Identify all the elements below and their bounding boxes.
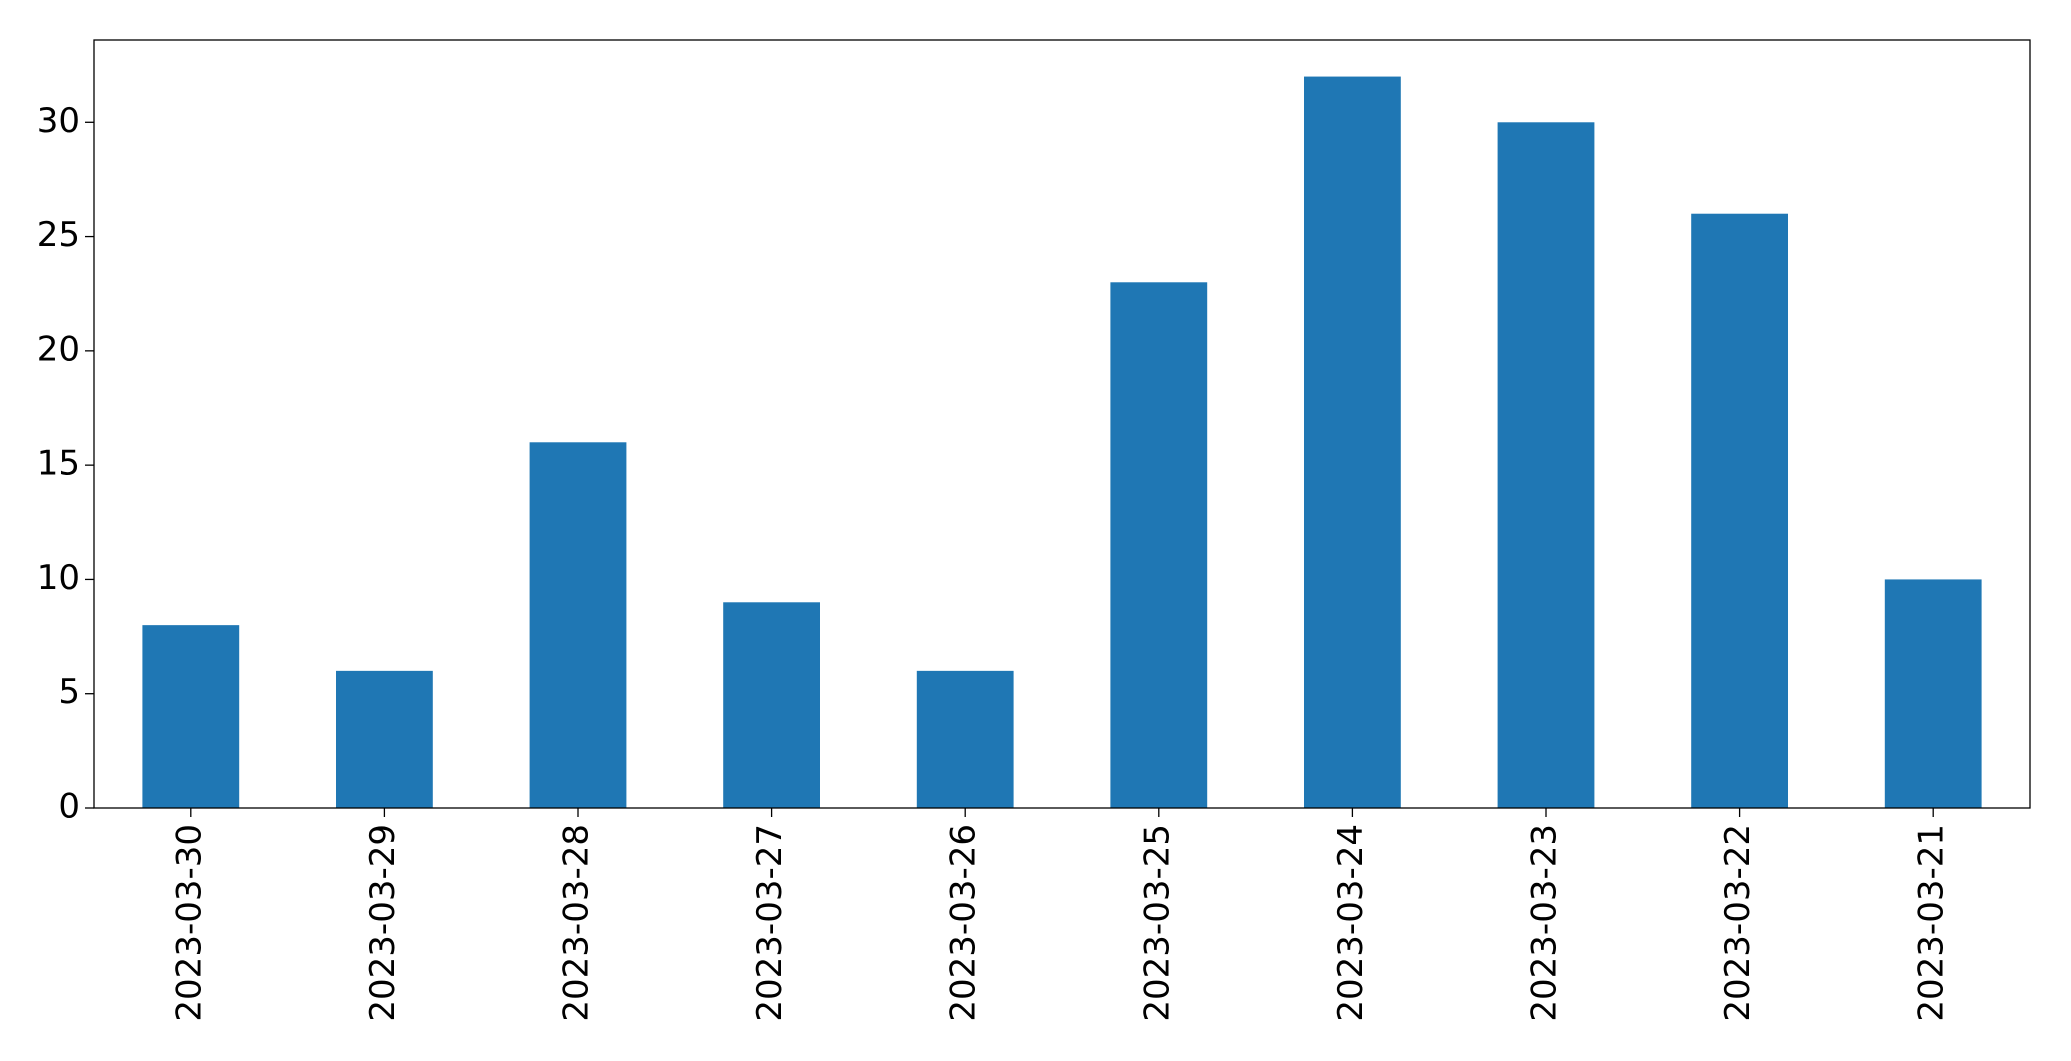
y-tick-label: 15 — [37, 444, 80, 484]
x-tick-label: 2023-03-27 — [750, 824, 790, 1022]
bar — [1304, 76, 1401, 809]
x-tick-label: 2023-03-29 — [363, 824, 403, 1022]
y-tick-label: 30 — [37, 101, 80, 141]
x-tick-label: 2023-03-24 — [1331, 824, 1371, 1022]
y-tick-label: 0 — [58, 787, 80, 827]
bar — [1884, 579, 1982, 808]
bar — [723, 602, 820, 808]
y-tick-label: 25 — [37, 215, 80, 255]
bar — [916, 670, 1014, 808]
bar — [1110, 282, 1208, 808]
bar — [336, 670, 433, 808]
y-tick-label: 20 — [37, 329, 80, 369]
x-tick-label: 2023-03-30 — [169, 824, 209, 1022]
x-tick-label: 2023-03-28 — [557, 824, 597, 1022]
bar — [1691, 213, 1788, 808]
x-tick-label: 2023-03-23 — [1525, 824, 1565, 1022]
plot-frame — [93, 39, 2031, 809]
bar — [142, 625, 240, 808]
y-tick-label: 10 — [37, 558, 80, 598]
x-tick-label: 2023-03-22 — [1718, 824, 1758, 1022]
y-tick-label: 5 — [58, 672, 80, 712]
bar — [1497, 122, 1595, 809]
x-tick-label: 2023-03-25 — [1137, 824, 1177, 1022]
x-tick-label: 2023-03-26 — [944, 824, 984, 1022]
bar — [529, 442, 627, 808]
x-tick-label: 2023-03-21 — [1912, 824, 1952, 1022]
